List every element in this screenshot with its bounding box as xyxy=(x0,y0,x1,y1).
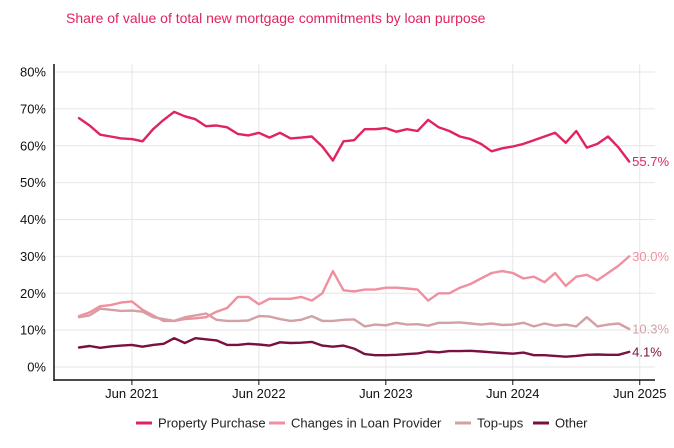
y-tick-label: 70% xyxy=(20,101,46,116)
y-tick-label: 60% xyxy=(20,138,46,153)
y-tick-label: 20% xyxy=(20,286,46,301)
y-tick-label: 0% xyxy=(27,360,46,375)
y-tick-label: 40% xyxy=(20,212,46,227)
y-tick-label: 80% xyxy=(20,65,46,80)
legend: Property Purchase Changes in Loan Provide… xyxy=(136,416,588,431)
series-line-0 xyxy=(77,110,631,163)
x-tick-label: Jun 2024 xyxy=(486,386,540,401)
legend-label-1: Changes in Loan Provider xyxy=(291,416,442,431)
end-labels: 55.7% 30.0% 10.3% 4.1% xyxy=(632,154,669,359)
end-label-3: 4.1% xyxy=(632,344,662,359)
series-line-2 xyxy=(77,307,631,331)
x-tick-label: Jun 2023 xyxy=(359,386,413,401)
legend-label-3: Other xyxy=(555,416,588,431)
y-tick-label: 30% xyxy=(20,249,46,264)
x-tick-label: Jun 2021 xyxy=(105,386,159,401)
end-label-2: 10.3% xyxy=(632,322,669,337)
legend-label-2: Top-ups xyxy=(477,416,524,431)
end-label-0: 55.7% xyxy=(632,154,669,169)
series-line-1 xyxy=(77,255,631,323)
gridlines xyxy=(54,64,655,380)
axes: 0% 10% 20% 30% 40% 50% 60% 70% 80% Jun 2021 Jun 20… xyxy=(20,64,667,401)
end-label-1: 30.0% xyxy=(632,249,669,264)
series-lines xyxy=(77,110,631,358)
y-tick-label: 50% xyxy=(20,175,46,190)
x-tick-label: Jun 2025 xyxy=(613,386,667,401)
x-tick-label: Jun 2022 xyxy=(232,386,286,401)
chart-title: Share of value of total new mortgage com… xyxy=(66,10,486,26)
series-line-3 xyxy=(77,337,631,358)
legend-label-0: Property Purchase xyxy=(158,416,266,431)
y-tick-label: 10% xyxy=(20,323,46,338)
